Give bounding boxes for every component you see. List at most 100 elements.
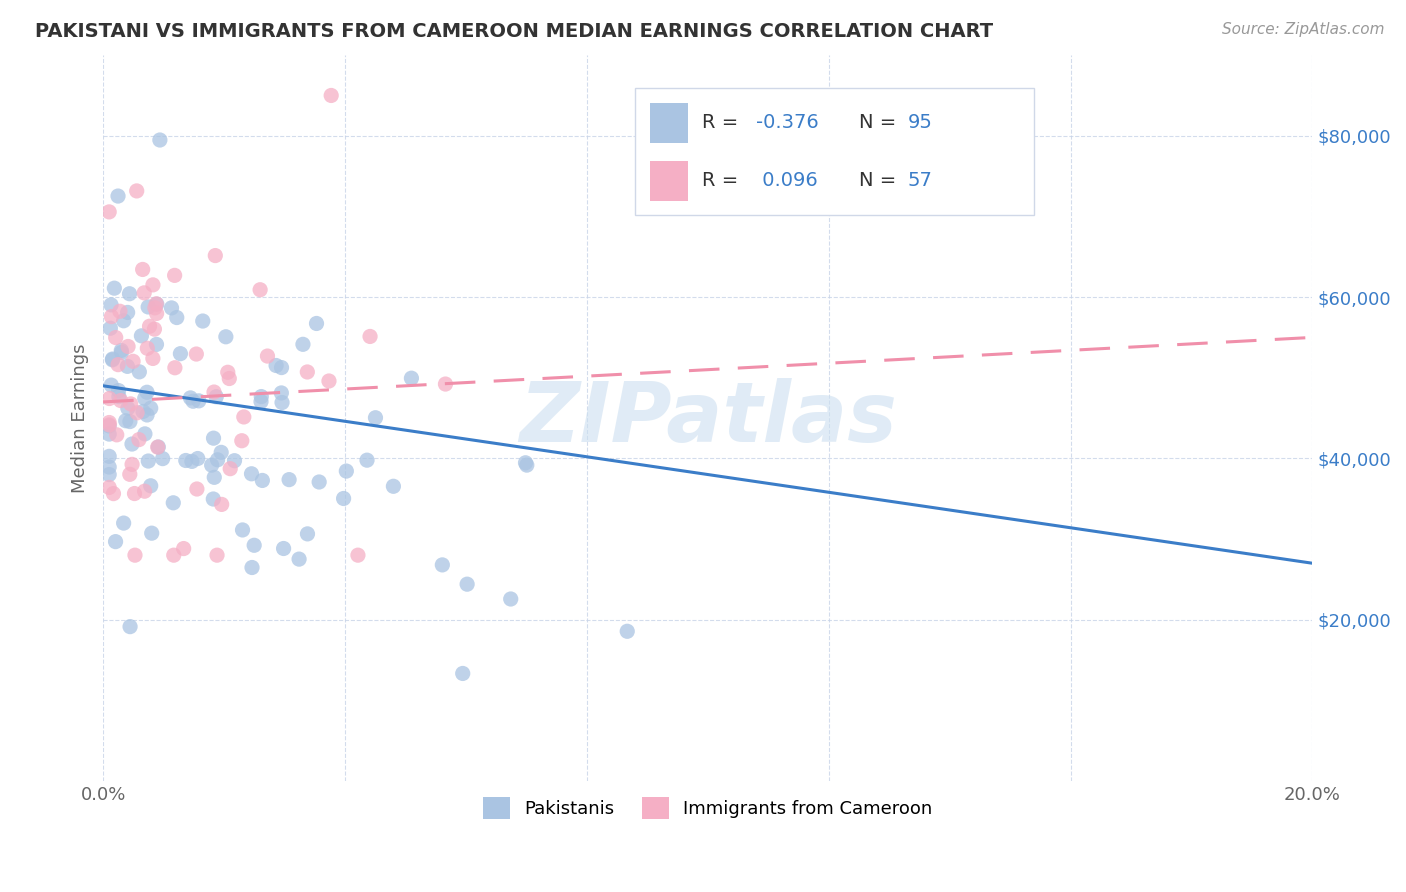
Point: [160, 301, 183, 315]
Point: [201, 458, 224, 472]
Point: [207, 452, 229, 467]
Point: [451, 666, 474, 681]
Point: [125, 406, 148, 420]
Text: Source: ZipAtlas.com: Source: ZipAtlas.com: [1222, 22, 1385, 37]
Point: [191, 314, 214, 328]
Point: [163, 360, 186, 375]
Point: [318, 374, 340, 388]
Point: [186, 347, 208, 361]
Point: [136, 408, 159, 422]
Point: [335, 464, 357, 478]
Point: [98, 416, 121, 430]
FancyBboxPatch shape: [650, 103, 689, 143]
Point: [173, 541, 195, 556]
Point: [305, 317, 328, 331]
Point: [98, 427, 121, 442]
Point: [499, 592, 522, 607]
Point: [100, 298, 122, 312]
Point: [138, 319, 160, 334]
Point: [149, 133, 172, 147]
Point: [231, 523, 253, 537]
Point: [181, 394, 204, 409]
Text: 95: 95: [907, 113, 932, 132]
Text: R =: R =: [702, 171, 744, 190]
Point: [118, 467, 141, 482]
Text: PAKISTANI VS IMMIGRANTS FROM CAMEROON MEDIAN EARNINGS CORRELATION CHART: PAKISTANI VS IMMIGRANTS FROM CAMEROON ME…: [35, 22, 993, 41]
Point: [321, 88, 343, 103]
Point: [240, 467, 263, 481]
Text: -0.376: -0.376: [756, 113, 818, 132]
Point: [205, 548, 228, 562]
Point: [270, 386, 292, 401]
Point: [432, 558, 454, 572]
Point: [218, 371, 240, 385]
Point: [112, 516, 135, 530]
Point: [180, 454, 202, 468]
Point: [217, 365, 239, 379]
Point: [125, 184, 148, 198]
FancyBboxPatch shape: [650, 161, 689, 201]
Point: [166, 310, 188, 325]
Point: [146, 297, 169, 311]
Point: [516, 458, 538, 472]
Point: [401, 371, 423, 385]
Point: [152, 451, 174, 466]
Point: [98, 480, 121, 494]
Point: [187, 393, 209, 408]
Point: [332, 491, 354, 506]
Point: [179, 391, 201, 405]
Point: [356, 453, 378, 467]
Point: [359, 329, 381, 343]
Point: [132, 404, 155, 418]
Point: [215, 330, 238, 344]
Point: [110, 343, 132, 358]
Point: [118, 415, 141, 429]
Point: [136, 300, 159, 314]
Point: [273, 541, 295, 556]
Point: [162, 496, 184, 510]
Point: [139, 479, 162, 493]
Point: [169, 346, 191, 360]
Point: [108, 390, 131, 404]
Point: [202, 491, 225, 506]
Point: [128, 433, 150, 447]
Text: N =: N =: [859, 113, 903, 132]
Point: [104, 534, 127, 549]
Point: [121, 458, 143, 472]
Legend: Pakistanis, Immigrants from Cameroon: Pakistanis, Immigrants from Cameroon: [475, 790, 939, 826]
Point: [240, 560, 263, 574]
Point: [211, 497, 233, 511]
Point: [616, 624, 638, 639]
Point: [456, 577, 478, 591]
Point: [250, 390, 273, 404]
Point: [271, 395, 294, 409]
Point: [101, 352, 124, 367]
Point: [202, 470, 225, 484]
Point: [108, 304, 131, 318]
Point: [231, 434, 253, 448]
Point: [224, 453, 246, 467]
Point: [297, 365, 319, 379]
Point: [107, 189, 129, 203]
Text: 0.096: 0.096: [756, 171, 818, 190]
Point: [117, 401, 139, 416]
Point: [134, 392, 156, 406]
Point: [145, 306, 167, 320]
Point: [117, 305, 139, 319]
Point: [250, 394, 273, 409]
Point: [100, 378, 122, 392]
Point: [98, 460, 121, 475]
Point: [107, 384, 129, 398]
Point: [122, 354, 145, 368]
Point: [202, 385, 225, 400]
Point: [110, 393, 132, 408]
Point: [100, 310, 122, 324]
Point: [270, 360, 292, 375]
Text: R =: R =: [702, 113, 744, 132]
Point: [103, 486, 125, 500]
Point: [163, 548, 186, 562]
Point: [134, 426, 156, 441]
Point: [291, 337, 314, 351]
Point: [112, 314, 135, 328]
Point: [128, 365, 150, 379]
